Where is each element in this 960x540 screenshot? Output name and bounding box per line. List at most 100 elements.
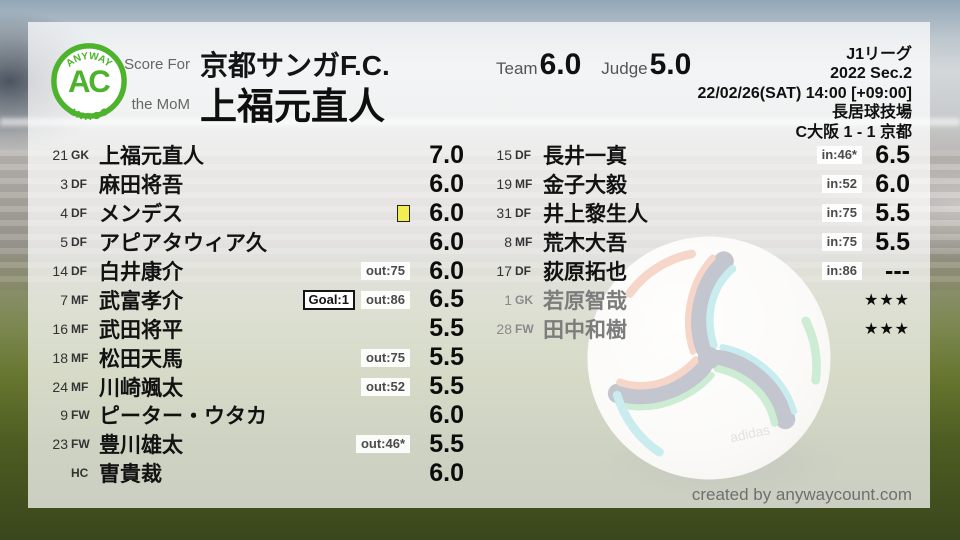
substitution-badge: out:86 (361, 290, 410, 309)
player-rating: 6.0 (429, 169, 464, 198)
player-rating: 6.0 (429, 458, 464, 487)
player-number: 31 (496, 205, 512, 222)
judge-score-value: 5.0 (649, 48, 692, 81)
player-rating: --- (885, 256, 910, 285)
player-badges: in:86 (816, 262, 862, 280)
player-position: FW (515, 321, 534, 336)
goal-badge: Goal:1 (302, 289, 355, 310)
player-name: ピーター・ウタカ (99, 405, 267, 429)
player-position: DF (71, 206, 87, 221)
player-rating: 6.5 (429, 285, 464, 314)
svg-text:COUNT: COUNT (67, 104, 110, 120)
player-number: 28 (496, 320, 512, 337)
player-number: 15 (496, 147, 512, 164)
player-rating: 6.0 (875, 169, 910, 198)
player-name: 麻田将吾 (99, 174, 183, 198)
overlay-panel (28, 22, 930, 508)
match-venue: 長居球技場 (831, 104, 912, 122)
player-rating: 5.5 (429, 429, 464, 458)
player-position: GK (515, 292, 533, 307)
player-number: 21 (52, 147, 68, 164)
substitution-badge: in:75 (821, 233, 862, 252)
player-rating: 7.0 (429, 140, 464, 169)
substitution-badge: in:52 (821, 175, 862, 194)
match-result: C大阪 1 - 1 京都 (795, 123, 912, 141)
player-badges: out:46* (350, 435, 410, 454)
score-for-label: Score For (124, 56, 190, 73)
player-name: 白井康介 (99, 261, 183, 285)
match-league: J1リーグ (846, 46, 912, 63)
player-row: 1 GK 若原智哉 ★★★ (493, 285, 910, 314)
substitution-badge: out:52 (361, 377, 410, 396)
player-number: 5 (60, 234, 68, 251)
player-row: 4 DF メンデス 6.0 (40, 199, 464, 228)
player-row: 21 GK 上福元直人 7.0 (40, 141, 464, 170)
player-badges: out:75 (355, 262, 410, 280)
player-row: 31 DF 井上黎生人 in:75 5.5 (493, 199, 910, 228)
player-name: 豊川雄太 (99, 434, 183, 458)
player-number: 9 (60, 407, 68, 424)
scorecard-content: ANYWAY COUNT AC Score For 京都サンガF.C. the … (28, 22, 930, 508)
player-badges: in:75 (816, 233, 862, 252)
substitution-badge: out:46* (355, 435, 410, 454)
player-number: 16 (52, 320, 68, 337)
player-position: DF (71, 235, 87, 250)
player-number: 4 (60, 205, 68, 222)
player-position: DF (515, 206, 531, 221)
logo-bottom-text: COUNT (67, 104, 110, 121)
logo-top-text: ANYWAY (64, 51, 114, 70)
player-row: 9 FW ピーター・ウタカ 6.0 (40, 401, 464, 430)
player-rating: 6.0 (429, 198, 464, 227)
player-position: DF (71, 264, 87, 278)
mom-label: the MoM (131, 96, 190, 113)
player-position: DF (71, 177, 87, 192)
player-rating: ★★★ (863, 320, 910, 338)
logo-ac-text: AC (68, 64, 110, 99)
player-rating: 5.5 (875, 227, 910, 256)
match-info: J1リーグ 2022 Sec.2 22/02/26(SAT) 14:00 [+0… (698, 45, 912, 142)
player-name: 金子大毅 (543, 174, 627, 198)
mom-name: 上福元直人 (200, 86, 385, 127)
player-position: DF (515, 264, 531, 278)
substitution-badge: in:46* (816, 146, 862, 165)
player-rating: 6.5 (875, 140, 910, 169)
player-number: 19 (496, 176, 512, 193)
player-position: MF (71, 321, 89, 336)
svg-text:ANYWAY: ANYWAY (64, 51, 114, 70)
player-row: HC 曺貴裁 6.0 (40, 459, 464, 488)
player-row: 28 FW 田中和樹 ★★★ (493, 314, 910, 343)
player-number: 18 (52, 349, 68, 366)
player-position: FW (71, 437, 90, 452)
player-name: アピアタウィア久 (99, 232, 267, 256)
player-row: 7 MF 武富孝介 Goal:1 out:86 6.5 (40, 285, 464, 314)
player-position: MF (71, 292, 89, 307)
player-rating: 6.0 (429, 400, 464, 429)
player-position: DF (515, 148, 531, 163)
substitution-badge: out:75 (361, 348, 410, 367)
player-name: 上福元直人 (99, 145, 204, 169)
player-badges: in:46* (811, 146, 862, 165)
player-position: HC (71, 466, 89, 481)
team-score-value: 6.0 (539, 48, 582, 81)
player-position: MF (515, 177, 533, 192)
player-name: 若原智哉 (543, 289, 627, 313)
player-row: 5 DF アピアタウィア久 6.0 (40, 228, 464, 257)
yellow-card-icon (397, 204, 410, 222)
player-row: 8 MF 荒木大吾 in:75 5.5 (493, 228, 910, 257)
logo-circle (51, 43, 127, 119)
player-name: 井上黎生人 (543, 203, 648, 227)
anywaycount-logo: ANYWAY COUNT AC (50, 42, 128, 121)
player-badges: Goal:1 out:86 (297, 289, 410, 310)
player-position: MF (71, 350, 89, 365)
player-badges: out:75 (355, 348, 410, 367)
player-row: 17 DF 荻原拓也 in:86 --- (493, 257, 910, 286)
player-badges (391, 204, 410, 222)
starters-column: 21 GK 上福元直人 7.0 3 DF 麻田将吾 6.0 4 DF メンデス 6.0 5 DF アピアタウ… (40, 141, 464, 488)
judge-score-label: Judge (601, 59, 648, 78)
match-datetime: 22/02/26(SAT) 14:00 [+09:00] (697, 84, 912, 102)
player-name: 川崎颯太 (99, 376, 183, 400)
player-row: 23 FW 豊川雄太 out:46* 5.5 (40, 430, 464, 459)
player-row: 3 DF 麻田将吾 6.0 (40, 170, 464, 199)
subs-column: 15 DF 長井一真 in:46* 6.5 19 MF 金子大毅 in:52 6.0 31 DF 井上黎… (493, 141, 910, 343)
